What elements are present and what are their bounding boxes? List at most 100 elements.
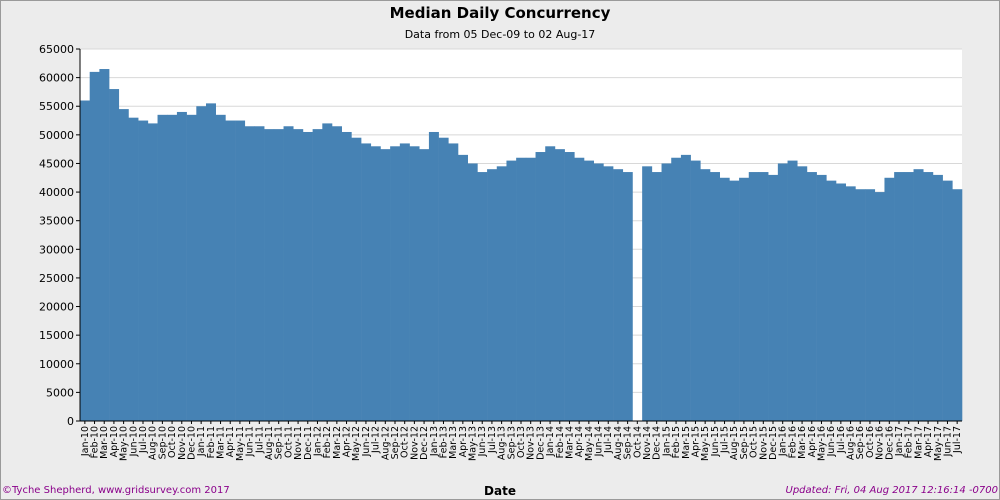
x-tick-label: Nov-16 [875,426,886,460]
bar [157,114,168,421]
x-tick-label: Mar-17 [913,426,924,459]
bar [865,189,876,421]
x-tick-label: Aug-13 [497,426,508,460]
x-tick-label: Apr-14 [574,426,585,457]
bar [196,106,207,421]
bar [739,177,750,421]
bar [603,166,614,421]
x-tick-label: Jan-10 [80,426,91,457]
x-tick-label: Jan-13 [429,426,440,457]
x-tick-label: Sep-13 [506,426,517,459]
bar [448,143,459,421]
bar [787,160,798,421]
x-tick-label: Sep-15 [739,426,750,459]
x-tick-label: Feb-12 [322,426,333,458]
bar [225,120,236,421]
x-tick-label: Dec-15 [768,426,779,460]
bar [806,172,817,421]
x-tick-label: May-10 [119,426,130,461]
x-tick-label: Jan-15 [661,426,672,457]
bar [855,189,866,421]
bar [380,149,391,421]
x-tick-label: Feb-14 [555,426,566,458]
bar [390,146,401,422]
x-tick-label: May-11 [235,426,246,461]
x-tick-label: Nov-15 [758,426,769,460]
y-tick-label: 10000 [39,358,74,371]
x-tick-label: Jul-11 [254,426,265,454]
bar [680,154,691,421]
x-tick-label: May-13 [468,426,479,461]
bar [593,163,604,421]
chart-subtitle: Data from 05 Dec-09 to 02 Aug-17 [404,28,596,41]
bar [244,126,255,421]
bar [128,117,139,422]
x-tick-label: Jul-13 [487,426,498,454]
x-tick-label: Mar-13 [448,426,459,459]
credit-text: ©Tyche Shepherd, www.gridsurvey.com 2017 [2,485,230,496]
chart-title: Median Daily Concurrency [389,4,611,22]
bar [351,137,362,421]
bar [89,71,100,421]
bar [235,120,246,421]
x-tick-label: Dec-16 [884,426,895,460]
x-tick-label: Nov-11 [293,426,304,460]
x-tick-label: Oct-11 [283,426,294,458]
bar [874,192,885,421]
y-tick-label: 30000 [39,243,74,256]
x-tick-label: Jun-17 [942,426,953,457]
bar [176,111,187,421]
x-tick-label: Oct-10 [167,426,178,458]
x-tick-label: Jul-17 [952,426,963,454]
x-tick-label: Aug-11 [264,426,275,460]
bar [758,172,769,421]
updated-timestamp: Updated: Fri, 04 Aug 2017 12:16:14 -0700 [785,485,999,496]
x-tick-label: Aug-16 [846,426,857,460]
bar [816,174,827,421]
x-tick-label: Jan-17 [894,426,905,457]
y-tick-label: 35000 [39,215,74,228]
bar [477,172,488,421]
x-tick-label: Dec-14 [652,426,663,460]
bar [622,172,633,421]
x-tick-label: Jun-13 [477,426,488,457]
bar [942,180,953,421]
x-tick-label: Apr-15 [690,426,701,457]
bar [399,143,410,421]
y-tick-label: 60000 [39,72,74,85]
x-tick-label: Oct-15 [749,426,760,458]
x-tick-label: Sep-12 [390,426,401,459]
bar [884,177,895,421]
bar [894,172,905,421]
bar [109,89,120,421]
x-tick-label: Apr-13 [458,426,469,457]
bar [147,123,158,422]
bar [826,180,837,421]
x-tick-label: Oct-14 [632,426,643,458]
x-tick-label: Dec-12 [419,426,430,460]
bar [458,154,468,421]
bar [700,169,711,421]
bar [273,129,284,421]
bar [283,126,294,421]
x-tick-label: Oct-12 [400,426,411,458]
bar [428,131,439,422]
x-tick-label: Mar-16 [797,426,808,459]
bar [932,174,943,421]
x-tick-label: Mar-15 [681,426,692,459]
bar [186,114,197,421]
bar [729,180,740,421]
x-tick-label: Apr-16 [807,426,818,457]
bar [952,189,963,421]
bar [564,152,575,421]
x-tick-label: Jul-15 [720,426,731,454]
bar [167,114,178,421]
x-tick-label: Jun-16 [826,426,837,457]
y-tick-label: 25000 [39,272,74,285]
y-tick-label: 15000 [39,329,74,342]
bar [506,160,517,421]
x-tick-label: Feb-13 [438,426,449,458]
bar [768,174,779,421]
bar [302,131,313,422]
